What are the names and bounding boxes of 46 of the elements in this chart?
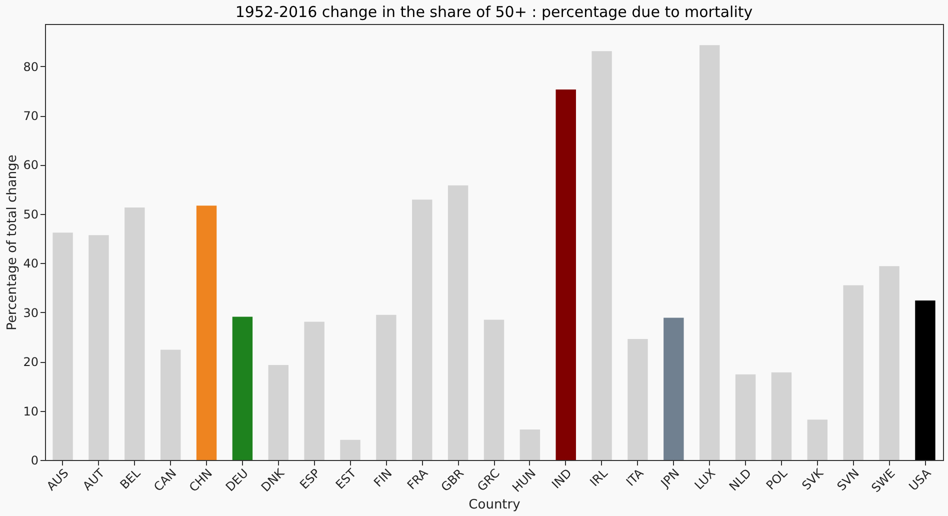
bar — [915, 300, 936, 460]
bar — [124, 208, 145, 460]
bar — [879, 266, 900, 460]
y-tick-label: 0 — [30, 454, 38, 468]
x-tick-label: IND — [549, 466, 574, 492]
bar — [304, 322, 324, 460]
y-tick-label: 60 — [23, 158, 38, 172]
y-axis-title: Percentage of total change — [5, 154, 20, 330]
bar — [628, 338, 648, 460]
bar — [664, 318, 684, 460]
y-tick-label: 10 — [23, 404, 38, 418]
bar — [448, 185, 468, 460]
x-tick-label: BEL — [117, 466, 144, 492]
x-axis-title: Country — [468, 497, 521, 512]
bar — [160, 350, 181, 460]
bar — [520, 429, 540, 460]
bar — [556, 89, 576, 460]
y-tick-label: 80 — [23, 60, 38, 74]
x-tick-label: USA — [906, 466, 934, 494]
bar — [52, 232, 73, 460]
y-tick-label: 30 — [23, 306, 38, 320]
x-tick-label: FRA — [404, 466, 432, 492]
y-tick-label: 20 — [23, 355, 38, 370]
y-tick-label: 50 — [23, 207, 38, 222]
bar — [735, 374, 756, 460]
bar — [88, 235, 109, 460]
x-tick-label: FIN — [371, 466, 395, 490]
x-tick-label: ITA — [623, 466, 647, 489]
bar — [484, 320, 504, 460]
bar — [700, 45, 720, 460]
chart-title: 1952-2016 change in the share of 50+ : percentage due to mortality — [235, 3, 753, 21]
bar — [268, 365, 288, 460]
bar — [196, 206, 217, 460]
bar — [843, 285, 864, 460]
x-tick-label: IRL — [587, 466, 611, 490]
y-tick-label: 40 — [23, 256, 38, 271]
bar — [376, 314, 396, 460]
x-tick-label: POL — [764, 466, 790, 493]
bar — [340, 440, 360, 460]
bar — [592, 51, 612, 460]
y-tick-label: 70 — [23, 109, 38, 124]
bar — [412, 200, 432, 460]
bar — [807, 420, 828, 460]
bar — [771, 372, 792, 460]
bar — [232, 316, 253, 460]
x-tick-label: ESP — [297, 466, 323, 492]
